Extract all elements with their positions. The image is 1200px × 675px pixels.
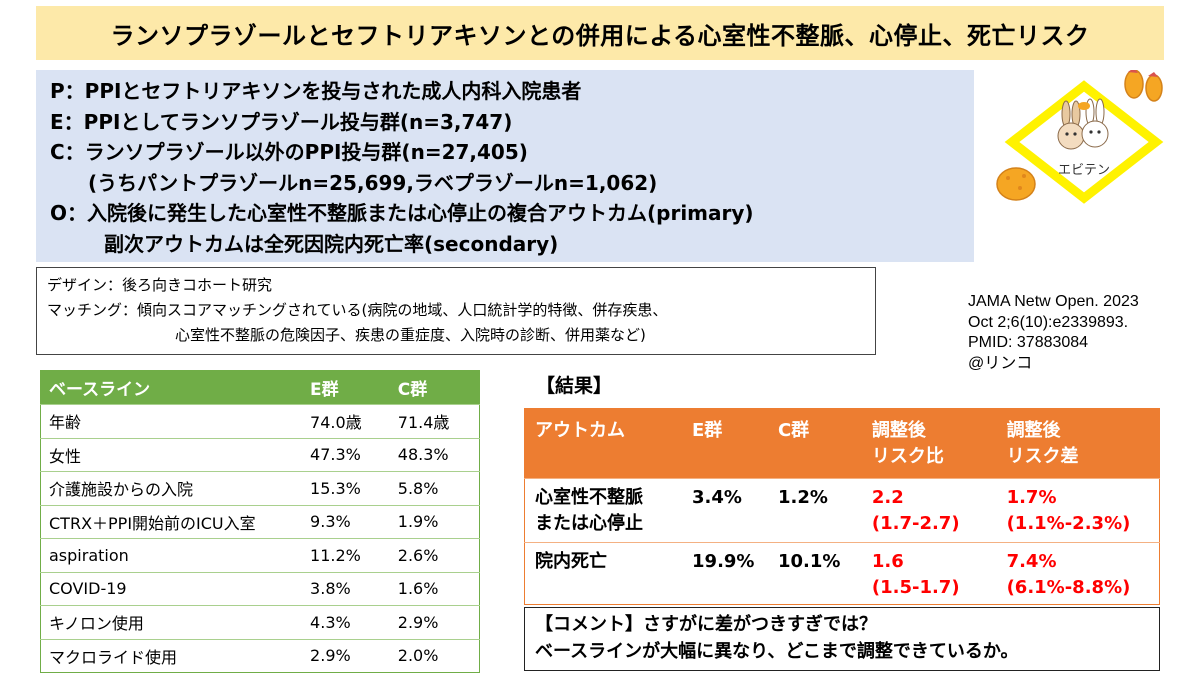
e-value: 9.3% — [302, 504, 390, 539]
evi-ten-logo: エビテン — [996, 68, 1172, 204]
peco-exposure: E：PPIとしてランソプラゾール投与群(n=3,747) — [50, 109, 513, 134]
c-value: 2.0% — [389, 638, 480, 673]
table-row: 介護施設からの入院 15.3% 5.8% — [40, 471, 480, 505]
row-label: CTRX＋PPI開始前のICU入室 — [40, 504, 303, 539]
design-type: デザイン：後ろ向きコホート研究 — [47, 276, 273, 294]
e-value: 2.9% — [302, 638, 390, 673]
header-c-group: C群 — [389, 370, 480, 405]
c-value: 2.9% — [389, 605, 480, 639]
e-value: 3.8% — [302, 571, 390, 606]
e-value: 15.3% — [302, 471, 390, 505]
e-value: 4.3% — [302, 605, 390, 639]
risk-difference-value: 7.4% (6.1%-8.8%) — [996, 542, 1160, 605]
c-value: 2.6% — [389, 538, 480, 572]
citation-pmid: PMID: 37883084 — [968, 334, 1089, 351]
header-adjusted-risk-difference: 調整後 リスク差 — [996, 408, 1160, 479]
citation-author: @リンコ — [968, 354, 1033, 372]
rabbit-pair-icon — [1057, 98, 1109, 150]
table-row: 院内死亡 19.9% 10.1% 1.6 (1.5-1.7) 7.4% (6.1… — [524, 542, 1160, 605]
table-row: マクロライド使用 2.9% 2.0% — [40, 638, 480, 673]
row-label: 介護施設からの入院 — [40, 471, 303, 505]
table-row: COVID-19 3.8% 1.6% — [40, 571, 480, 606]
c-value: 71.4歳 — [389, 404, 480, 438]
e-value: 11.2% — [302, 538, 390, 572]
matching-description: マッチング：傾向スコアマッチングされている(病院の地域、人口統計学的特徴、併存疾… — [47, 301, 668, 319]
tempura-rabbits-icon: エビテン — [996, 68, 1164, 204]
e-value: 74.0歳 — [302, 404, 390, 438]
table-row: CTRX＋PPI開始前のICU入室 9.3% 1.9% — [40, 504, 480, 539]
row-label: COVID-19 — [40, 571, 303, 606]
row-label: 年齢 — [40, 404, 303, 438]
table-row: aspiration 11.2% 2.6% — [40, 538, 480, 572]
header-c-group: C群 — [767, 408, 862, 479]
table-row: キノロン使用 4.3% 2.9% — [40, 605, 480, 639]
study-design-box: デザイン：後ろ向きコホート研究 マッチング：傾向スコアマッチングされている(病院… — [36, 267, 876, 355]
page-title: ランソプラゾールとセフトリアキソンとの併用による心室性不整脈、心停止、死亡リスク — [110, 21, 1090, 50]
header-e-group: E群 — [682, 408, 768, 479]
row-label: マクロライド使用 — [40, 638, 303, 673]
e-value: 3.4% — [682, 478, 768, 543]
table-header-row: アウトカム E群 C群 調整後 リスク比 調整後 リスク差 — [524, 408, 1160, 479]
risk-ratio-value: 2.2 (1.7-2.7) — [861, 478, 997, 543]
peco-outcome-primary: O：入院後に発生した心室性不整脈または心停止の複合アウトカム(primary) — [50, 201, 754, 225]
peco-comparison-detail: (うちパントプラゾールn=25,699,ラベプラゾールn=1,062) — [88, 170, 658, 195]
header-baseline: ベースライン — [40, 370, 303, 405]
row-label: aspiration — [40, 538, 303, 572]
header-adjusted-risk-ratio: 調整後 リスク比 — [861, 408, 997, 479]
citation-journal: JAMA Netw Open. 2023 — [968, 293, 1139, 310]
e-value: 19.9% — [682, 542, 768, 605]
header-e-group: E群 — [302, 370, 390, 405]
peco-outcome-secondary: 副次アウトカムは全死因院内死亡率(secondary) — [104, 231, 559, 256]
e-value: 47.3% — [302, 437, 390, 472]
peco-comparison: C：ランソプラゾール以外のPPI投与群(n=27,405) — [50, 140, 528, 164]
comment-box: 【コメント】さすがに差がつきすぎでは？ ベースラインが大幅に異なり、どこまで調整… — [524, 607, 1160, 671]
c-value: 48.3% — [389, 437, 480, 472]
citation-volume: Oct 2;6(10):e2339893. — [968, 313, 1129, 331]
peco-summary: P：PPIとセフトリアキソンを投与された成人内科入院患者 E：PPIとしてランソ… — [36, 70, 974, 262]
page-title-banner: ランソプラゾールとセフトリアキソンとの併用による心室性不整脈、心停止、死亡リスク — [36, 6, 1164, 60]
c-value: 1.2% — [767, 478, 862, 543]
outcome-label: 院内死亡 — [524, 542, 683, 605]
risk-ratio-value: 1.6 (1.5-1.7) — [861, 542, 997, 605]
outcome-label: 心室性不整脈 または心停止 — [524, 478, 683, 543]
row-label: 女性 — [40, 437, 303, 472]
table-row: 女性 47.3% 48.3% — [40, 437, 480, 472]
c-value: 1.6% — [389, 571, 480, 606]
comment-heading: 【コメント】さすがに差がつきすぎでは？ — [535, 614, 877, 635]
logo-label: エビテン — [1058, 163, 1110, 178]
baseline-table: ベースライン E群 C群 年齢 74.0歳 71.4歳 女性 47.3% 48.… — [40, 370, 480, 673]
c-value: 5.8% — [389, 471, 480, 505]
risk-difference-value: 1.7% (1.1%-2.3%) — [996, 478, 1160, 543]
results-heading: 【結果】 — [536, 375, 613, 397]
table-row: 心室性不整脈 または心停止 3.4% 1.2% 2.2 (1.7-2.7) 1.… — [524, 478, 1160, 543]
matching-description-cont: 心室性不整脈の危険因子、疾患の重症度、入院時の診断、併用薬など) — [175, 326, 646, 344]
header-outcome: アウトカム — [524, 408, 683, 479]
results-table: アウトカム E群 C群 調整後 リスク比 調整後 リスク差 心室性不整脈 または… — [524, 408, 1160, 605]
table-header-row: ベースライン E群 C群 — [40, 370, 480, 405]
tempura-shrimp-icon — [1124, 68, 1163, 102]
c-value: 10.1% — [767, 542, 862, 605]
row-label: キノロン使用 — [40, 605, 303, 639]
citation: JAMA Netw Open. 2023 Oct 2;6(10):e233989… — [968, 292, 1188, 374]
comment-body: ベースラインが大幅に異なり、どこまで調整できているか。 — [535, 641, 1019, 662]
c-value: 1.9% — [389, 504, 480, 539]
table-row: 年齢 74.0歳 71.4歳 — [40, 404, 480, 438]
peco-population: P：PPIとセフトリアキソンを投与された成人内科入院患者 — [50, 79, 582, 103]
